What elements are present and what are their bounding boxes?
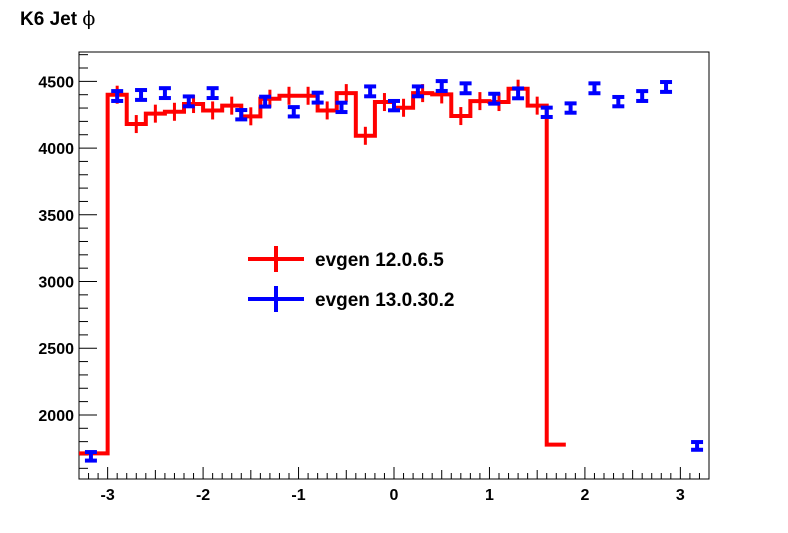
blue-series-point (84, 450, 97, 463)
blue-series-point (435, 79, 448, 93)
legend-label: evgen 12.0.6.5 (315, 250, 444, 271)
x-tick-label: -1 (291, 487, 305, 504)
y-tick-label: 3500 (38, 208, 74, 225)
blue-series-point (540, 105, 553, 119)
axis-ticks (78, 54, 710, 479)
blue-series-point (588, 81, 601, 96)
blue-series-point (459, 81, 472, 96)
blue-series-point (612, 94, 625, 109)
blue-series-point (660, 80, 673, 94)
y-tick-label: 4500 (38, 74, 74, 91)
y-tick-label: 4000 (38, 141, 74, 158)
blue-series-point (564, 101, 577, 115)
x-tick-label: 2 (580, 487, 589, 504)
series-layer (79, 79, 704, 463)
blue-series-point (235, 108, 248, 122)
blue-series-point (364, 84, 377, 99)
blue-series-point (388, 98, 400, 113)
red-series-step-line (79, 86, 566, 456)
x-tick-label: 0 (390, 487, 399, 504)
chart-title-text: K6 Jet (20, 9, 83, 30)
blue-series-point (158, 86, 171, 101)
chart-title-phi-symbol: ϕ (82, 8, 96, 30)
blue-series-point (182, 94, 195, 109)
blue-series-point (311, 90, 324, 105)
blue-series-point (111, 89, 124, 103)
x-tick-label: -2 (196, 487, 210, 504)
legend-entry: evgen 12.0.6.5 (248, 246, 444, 272)
y-tick-label: 2500 (38, 341, 74, 358)
y-tick-label: 2000 (38, 408, 74, 425)
blue-series-point (135, 88, 148, 102)
blue-series-point (488, 91, 501, 106)
x-tick-label: 3 (676, 487, 685, 504)
blue-series-point (335, 100, 348, 115)
legend-entry: evgen 13.0.30.2 (248, 286, 454, 312)
blue-series-point (636, 89, 649, 103)
blue-series-point (691, 440, 704, 452)
x-tick-label: 1 (485, 487, 494, 504)
blue-series-point (259, 94, 272, 109)
legend-label: evgen 13.0.30.2 (315, 290, 454, 311)
tick-labels: -3 -2 -1 0 1 2 3 2000 2500 3000 3500 4000 4500 (38, 74, 685, 504)
chart-title: K6 Jet ϕ (20, 8, 95, 31)
legend: evgen 12.0.6.5 evgen 13.0.30.2 (248, 246, 454, 312)
blue-series-point (512, 86, 525, 101)
y-tick-label: 3000 (38, 275, 74, 292)
x-tick-label: -3 (101, 487, 115, 504)
blue-series-point (287, 105, 300, 119)
blue-series-point (206, 86, 219, 101)
blue-series-point (411, 84, 424, 99)
